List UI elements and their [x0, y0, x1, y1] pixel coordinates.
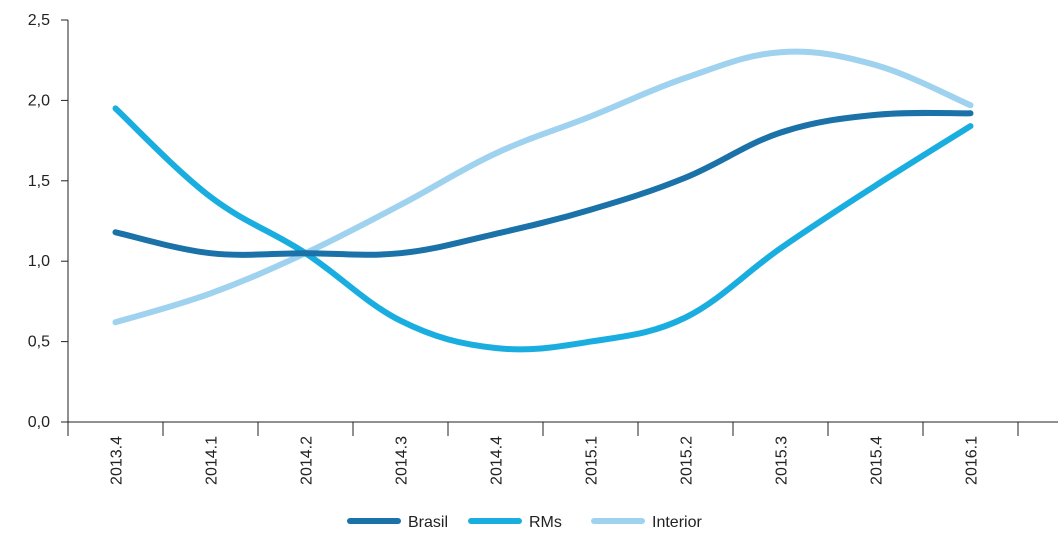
chart-legend: Brasil RMs Interior: [347, 514, 702, 531]
x-tick-label: 2015.1: [584, 436, 601, 485]
x-tick-label: 2014.3: [394, 436, 411, 485]
x-tick-label: 2015.3: [774, 436, 791, 485]
legend-label: RMs: [529, 514, 562, 531]
y-tick-label: 2,5: [28, 12, 50, 29]
x-tick-label: 2014.2: [299, 436, 316, 485]
legend-item-interior: Interior: [591, 514, 702, 531]
x-tick-label: 2015.4: [869, 436, 886, 485]
y-tick-label: 2,0: [28, 92, 50, 109]
x-tick-label: 2016.1: [964, 436, 981, 485]
x-tick-label: 2014.1: [204, 436, 221, 485]
y-tick-label: 1,5: [28, 173, 50, 190]
legend-item-brasil: Brasil: [347, 514, 448, 531]
series-line-rms: [112, 105, 974, 353]
x-tick-label: 2014.4: [489, 436, 506, 485]
legend-label: Interior: [652, 514, 702, 531]
chart-series: [112, 48, 974, 353]
y-tick-label: 0,5: [28, 334, 50, 351]
series-line-interior: [112, 48, 974, 326]
x-tick-label: 2015.2: [679, 436, 696, 485]
chart-axes: 0,0 0,5 1,0 1,5 2,0 2,5 2013.4 2014.1 2014.2 2014…: [28, 12, 1058, 485]
legend-label: Brasil: [408, 514, 448, 531]
x-tick-label: 2013.4: [109, 436, 126, 485]
legend-item-rms: RMs: [468, 514, 562, 531]
y-tick-label: 0,0: [28, 414, 50, 431]
series-line-brasil: [112, 109, 974, 258]
y-tick-label: 1,0: [28, 253, 50, 270]
